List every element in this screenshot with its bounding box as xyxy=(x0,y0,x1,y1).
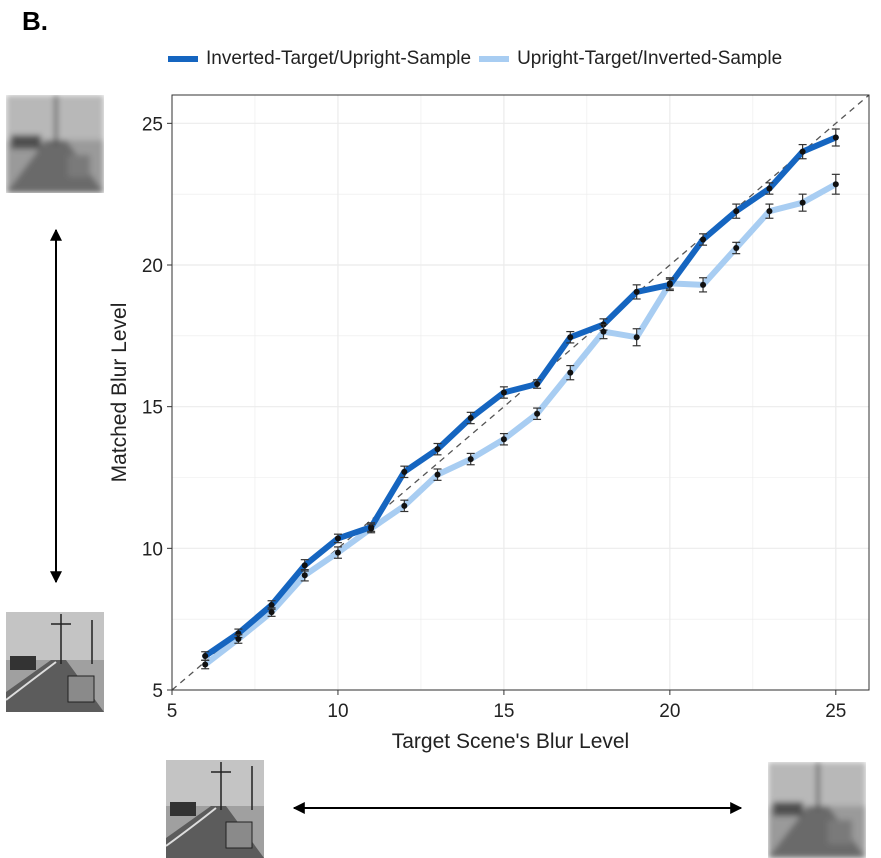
data-point-series-2 xyxy=(799,199,806,206)
data-point-series-1 xyxy=(334,535,341,542)
plot-border xyxy=(171,94,870,691)
y-tick-label: 5 xyxy=(152,681,163,702)
data-point-series-2 xyxy=(500,436,507,443)
data-point-series-1 xyxy=(633,288,640,295)
data-point-series-2 xyxy=(633,334,640,341)
data-point-series-2 xyxy=(567,369,574,376)
thumbnail-blurred-bottom-right xyxy=(768,762,866,858)
thumbnail-sharp-left xyxy=(6,612,104,712)
data-point-series-1 xyxy=(534,381,541,387)
axis-ticks: 5 10 15 20 25 5 10 15 20 25 xyxy=(142,114,847,722)
data-point-series-1 xyxy=(467,415,474,421)
x-tick-label: 20 xyxy=(659,701,680,722)
data-point-series-2 xyxy=(268,609,275,616)
data-point-series-1 xyxy=(202,653,209,659)
x-tick-label: 5 xyxy=(167,701,178,722)
data-point-series-1 xyxy=(268,602,275,608)
data-point-series-2 xyxy=(368,525,375,532)
data-point-series-2 xyxy=(334,549,341,556)
x-tick-label: 25 xyxy=(825,701,846,722)
data-point-series-1 xyxy=(301,562,308,569)
data-point-series-1 xyxy=(832,134,839,141)
legend-item-series-1: Inverted-Target/Upright-Sample xyxy=(168,48,471,70)
x-tick-label: 10 xyxy=(327,701,348,722)
x-axis-label: Target Scene's Blur Level xyxy=(392,730,629,753)
data-point-series-2 xyxy=(700,281,707,288)
data-point-series-2 xyxy=(301,572,308,579)
y-axis-label: Matched Blur Level xyxy=(108,303,131,483)
data-point-series-1 xyxy=(733,208,740,215)
legend: Inverted-Target/Upright-Sample Upright-T… xyxy=(168,48,790,70)
legend-label-series-1: Inverted-Target/Upright-Sample xyxy=(206,48,472,69)
thumbnail-blurred-top-left xyxy=(6,95,104,193)
data-point-series-2 xyxy=(434,471,441,478)
y-tick-label: 20 xyxy=(142,256,163,277)
legend-swatch-series-1 xyxy=(168,56,198,62)
data-point-series-2 xyxy=(733,245,740,251)
data-point-series-2 xyxy=(235,636,242,642)
data-point-series-2 xyxy=(666,280,673,287)
series-line-2 xyxy=(202,181,839,668)
x-tick-label: 15 xyxy=(493,701,514,722)
data-point-series-2 xyxy=(766,208,773,215)
y-tick-label: 10 xyxy=(142,539,163,560)
data-point-series-2 xyxy=(832,181,839,188)
data-point-series-1 xyxy=(567,334,574,341)
identity-dashed-line xyxy=(171,94,870,691)
panel-label: B. xyxy=(22,6,48,36)
data-point-series-1 xyxy=(799,148,806,155)
data-point-series-2 xyxy=(202,661,209,668)
data-point-series-2 xyxy=(401,502,408,509)
data-point-series-1 xyxy=(401,468,408,475)
data-points xyxy=(201,128,840,670)
data-point-series-1 xyxy=(434,446,441,453)
legend-swatch-series-2 xyxy=(479,56,510,62)
data-point-series-1 xyxy=(766,185,773,192)
series-line-1 xyxy=(202,134,839,659)
data-point-series-2 xyxy=(467,456,474,463)
data-point-series-1 xyxy=(700,236,707,243)
legend-label-series-2: Upright-Target/Inverted-Sample xyxy=(517,48,783,69)
series-lines xyxy=(202,134,839,668)
y-tick-label: 15 xyxy=(142,398,163,419)
y-tick-label: 25 xyxy=(142,114,163,135)
legend-item-series-2: Upright-Target/Inverted-Sample xyxy=(479,48,782,70)
data-point-series-1 xyxy=(500,389,507,396)
data-point-series-2 xyxy=(600,328,607,335)
thumbnail-sharp-bottom xyxy=(166,760,264,858)
identity-line xyxy=(171,94,870,691)
data-point-series-2 xyxy=(534,410,541,417)
